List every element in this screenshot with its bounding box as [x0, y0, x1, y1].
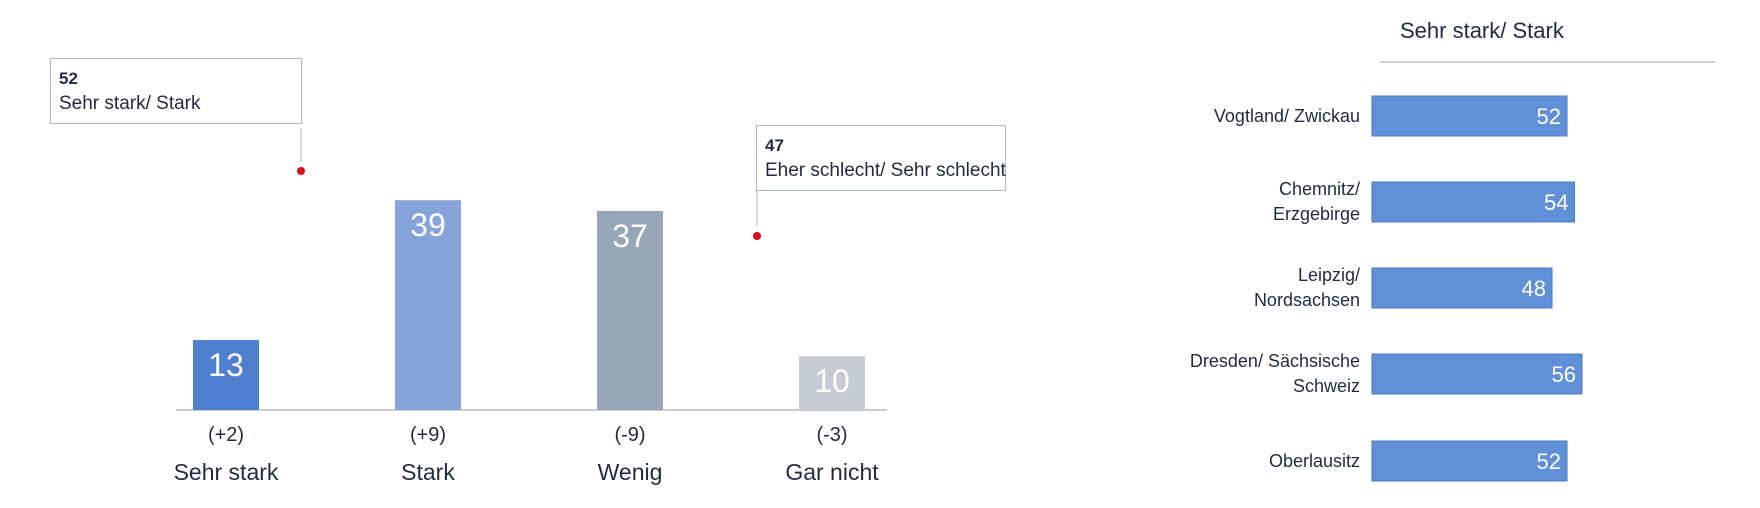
category-label: Leipzig/Nordsachsen [1254, 263, 1360, 313]
left-bar-chart: 13 (+2) Sehr stark 39 (+9) Stark 37 (-9) Wenig 10… [174, 128, 887, 485]
right-bar-chart: 52 54 48 56 52 [1371, 61, 1715, 482]
right-chart: Sehr stark/ Stark 52 54 48 56 52 Vogtland/ Z… [1120, 0, 1760, 503]
category-label: Dresden/ Sächsische Schweiz [1190, 349, 1360, 399]
left-chart: 13 (+2) Sehr stark 39 (+9) Stark 37 (-9) Wenig 10… [50, 58, 1006, 485]
callout-label: Sehr stark/ Stark [59, 93, 201, 114]
data-label: 10 [814, 363, 850, 399]
bar-row-3 [1371, 267, 1553, 309]
category-label-line: Vogtland/ Zwickau [1213, 105, 1360, 126]
bar-gar-nicht [799, 356, 865, 410]
category-label-line: Erzgebirge [1272, 204, 1360, 224]
bar-row-1 [1371, 95, 1568, 137]
change-label: (-9) [614, 424, 645, 446]
data-label: 48 [1522, 276, 1546, 301]
callout-label: Eher schlecht/ Sehr schlecht [765, 160, 1006, 181]
callout-eher-schlecht-sehr-schlecht: 47 Eher schlecht/ Sehr schlecht [756, 125, 1006, 191]
category-label: Sehr stark [174, 459, 279, 485]
callout-value: 47 [765, 136, 784, 155]
change-label: (+2) [208, 424, 244, 446]
category-label: Gar nicht [785, 459, 879, 485]
bar-row-5 [1371, 440, 1568, 482]
right-row-labels: Vogtland/ Zwickau Chemnitz/Erzgebirge Leip… [1120, 0, 1360, 503]
category-label-line: Dresden/ Sächsische [1189, 351, 1360, 371]
bar-sehr-stark [193, 340, 259, 410]
callout-sehr-stark-stark: 52 Sehr stark/ Stark [50, 58, 302, 124]
category-label-line: Oberlausitz [1268, 450, 1360, 471]
category-label-line: Nordsachsen [1253, 290, 1360, 310]
callout-value: 52 [59, 69, 78, 88]
category-label: Vogtland/ Zwickau [1214, 104, 1360, 129]
data-label: 39 [410, 207, 446, 243]
bar-row-2 [1371, 181, 1575, 223]
category-label-line: Schweiz [1292, 376, 1360, 396]
data-label: 52 [1537, 104, 1561, 129]
bar-stark [395, 200, 461, 410]
bar-wenig [597, 210, 663, 410]
category-label: Oberlausitz [1269, 449, 1360, 474]
data-label: 52 [1537, 449, 1561, 474]
change-label: (-3) [816, 424, 847, 446]
data-label: 13 [208, 347, 244, 383]
data-label: 56 [1552, 362, 1576, 387]
category-label: Chemnitz/Erzgebirge [1273, 177, 1360, 227]
category-label-line: Chemnitz/ [1278, 179, 1360, 199]
category-label-line: Leipzig/ [1297, 265, 1360, 285]
change-label: (+9) [410, 424, 446, 446]
category-label: Stark [401, 459, 455, 485]
callout-marker-dot [297, 167, 305, 175]
category-label: Wenig [598, 459, 663, 485]
callout-marker-dot [753, 232, 761, 240]
bar-row-4 [1371, 353, 1583, 395]
right-chart-title: Sehr stark/ Stark [1400, 18, 1564, 43]
data-label: 37 [612, 218, 648, 254]
data-label: 54 [1544, 190, 1568, 215]
